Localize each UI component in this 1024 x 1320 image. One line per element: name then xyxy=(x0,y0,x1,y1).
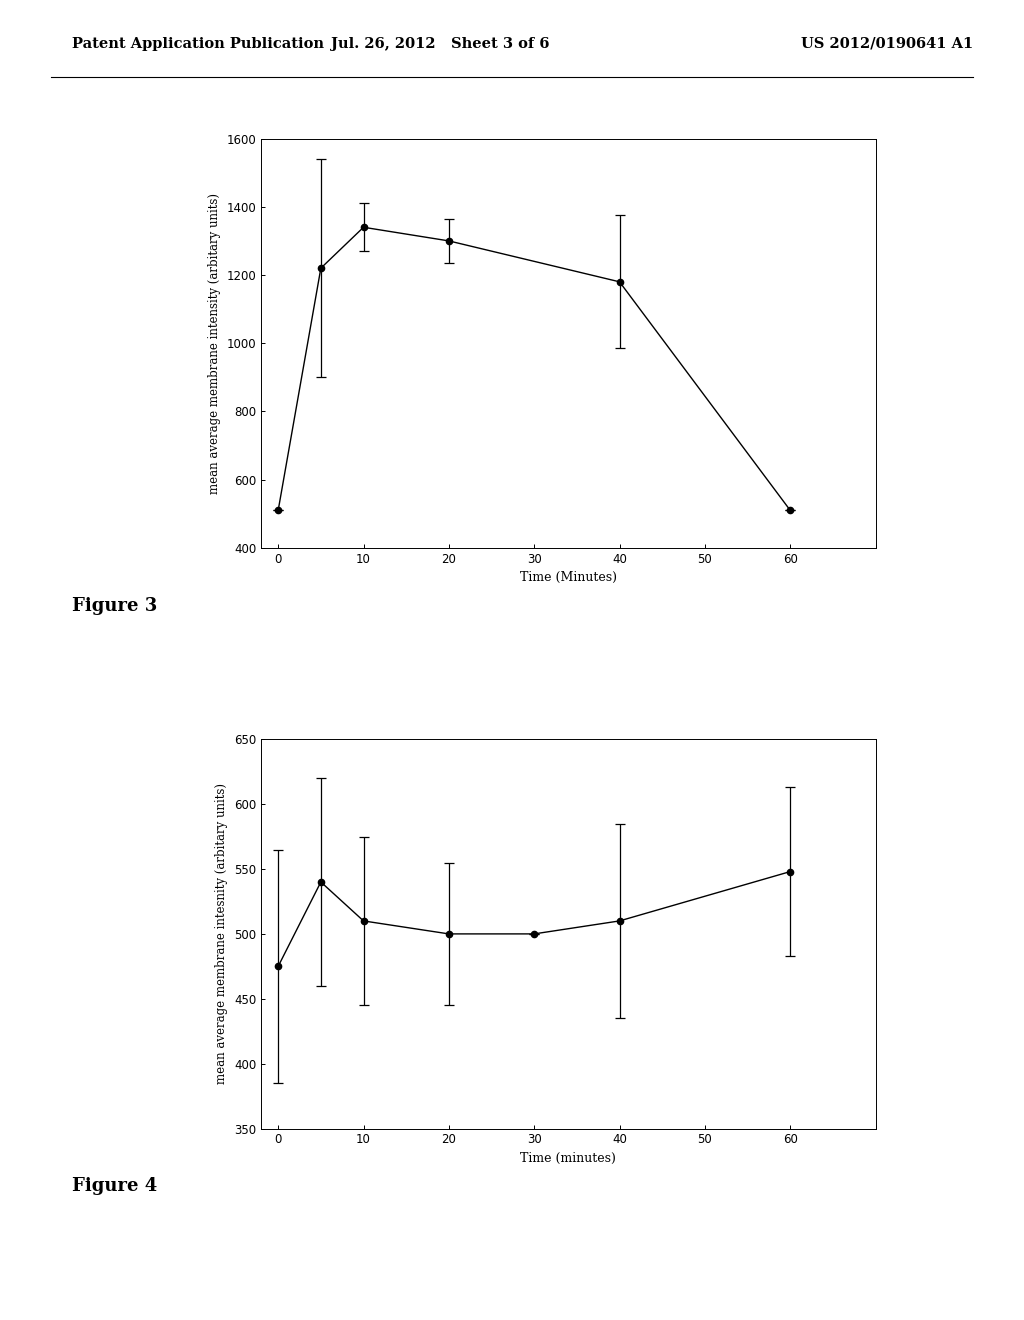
Text: Jul. 26, 2012   Sheet 3 of 6: Jul. 26, 2012 Sheet 3 of 6 xyxy=(331,37,550,51)
X-axis label: Time (minutes): Time (minutes) xyxy=(520,1152,616,1166)
Y-axis label: mean average membrane intensity (arbitary units): mean average membrane intensity (arbitar… xyxy=(208,193,221,494)
Text: Figure 4: Figure 4 xyxy=(72,1177,157,1196)
Text: US 2012/0190641 A1: US 2012/0190641 A1 xyxy=(801,37,973,51)
X-axis label: Time (Minutes): Time (Minutes) xyxy=(520,572,616,585)
Text: Figure 3: Figure 3 xyxy=(72,597,157,615)
Text: Patent Application Publication: Patent Application Publication xyxy=(72,37,324,51)
Y-axis label: mean average membrane intesnity (arbitary units): mean average membrane intesnity (arbitar… xyxy=(215,783,228,1085)
